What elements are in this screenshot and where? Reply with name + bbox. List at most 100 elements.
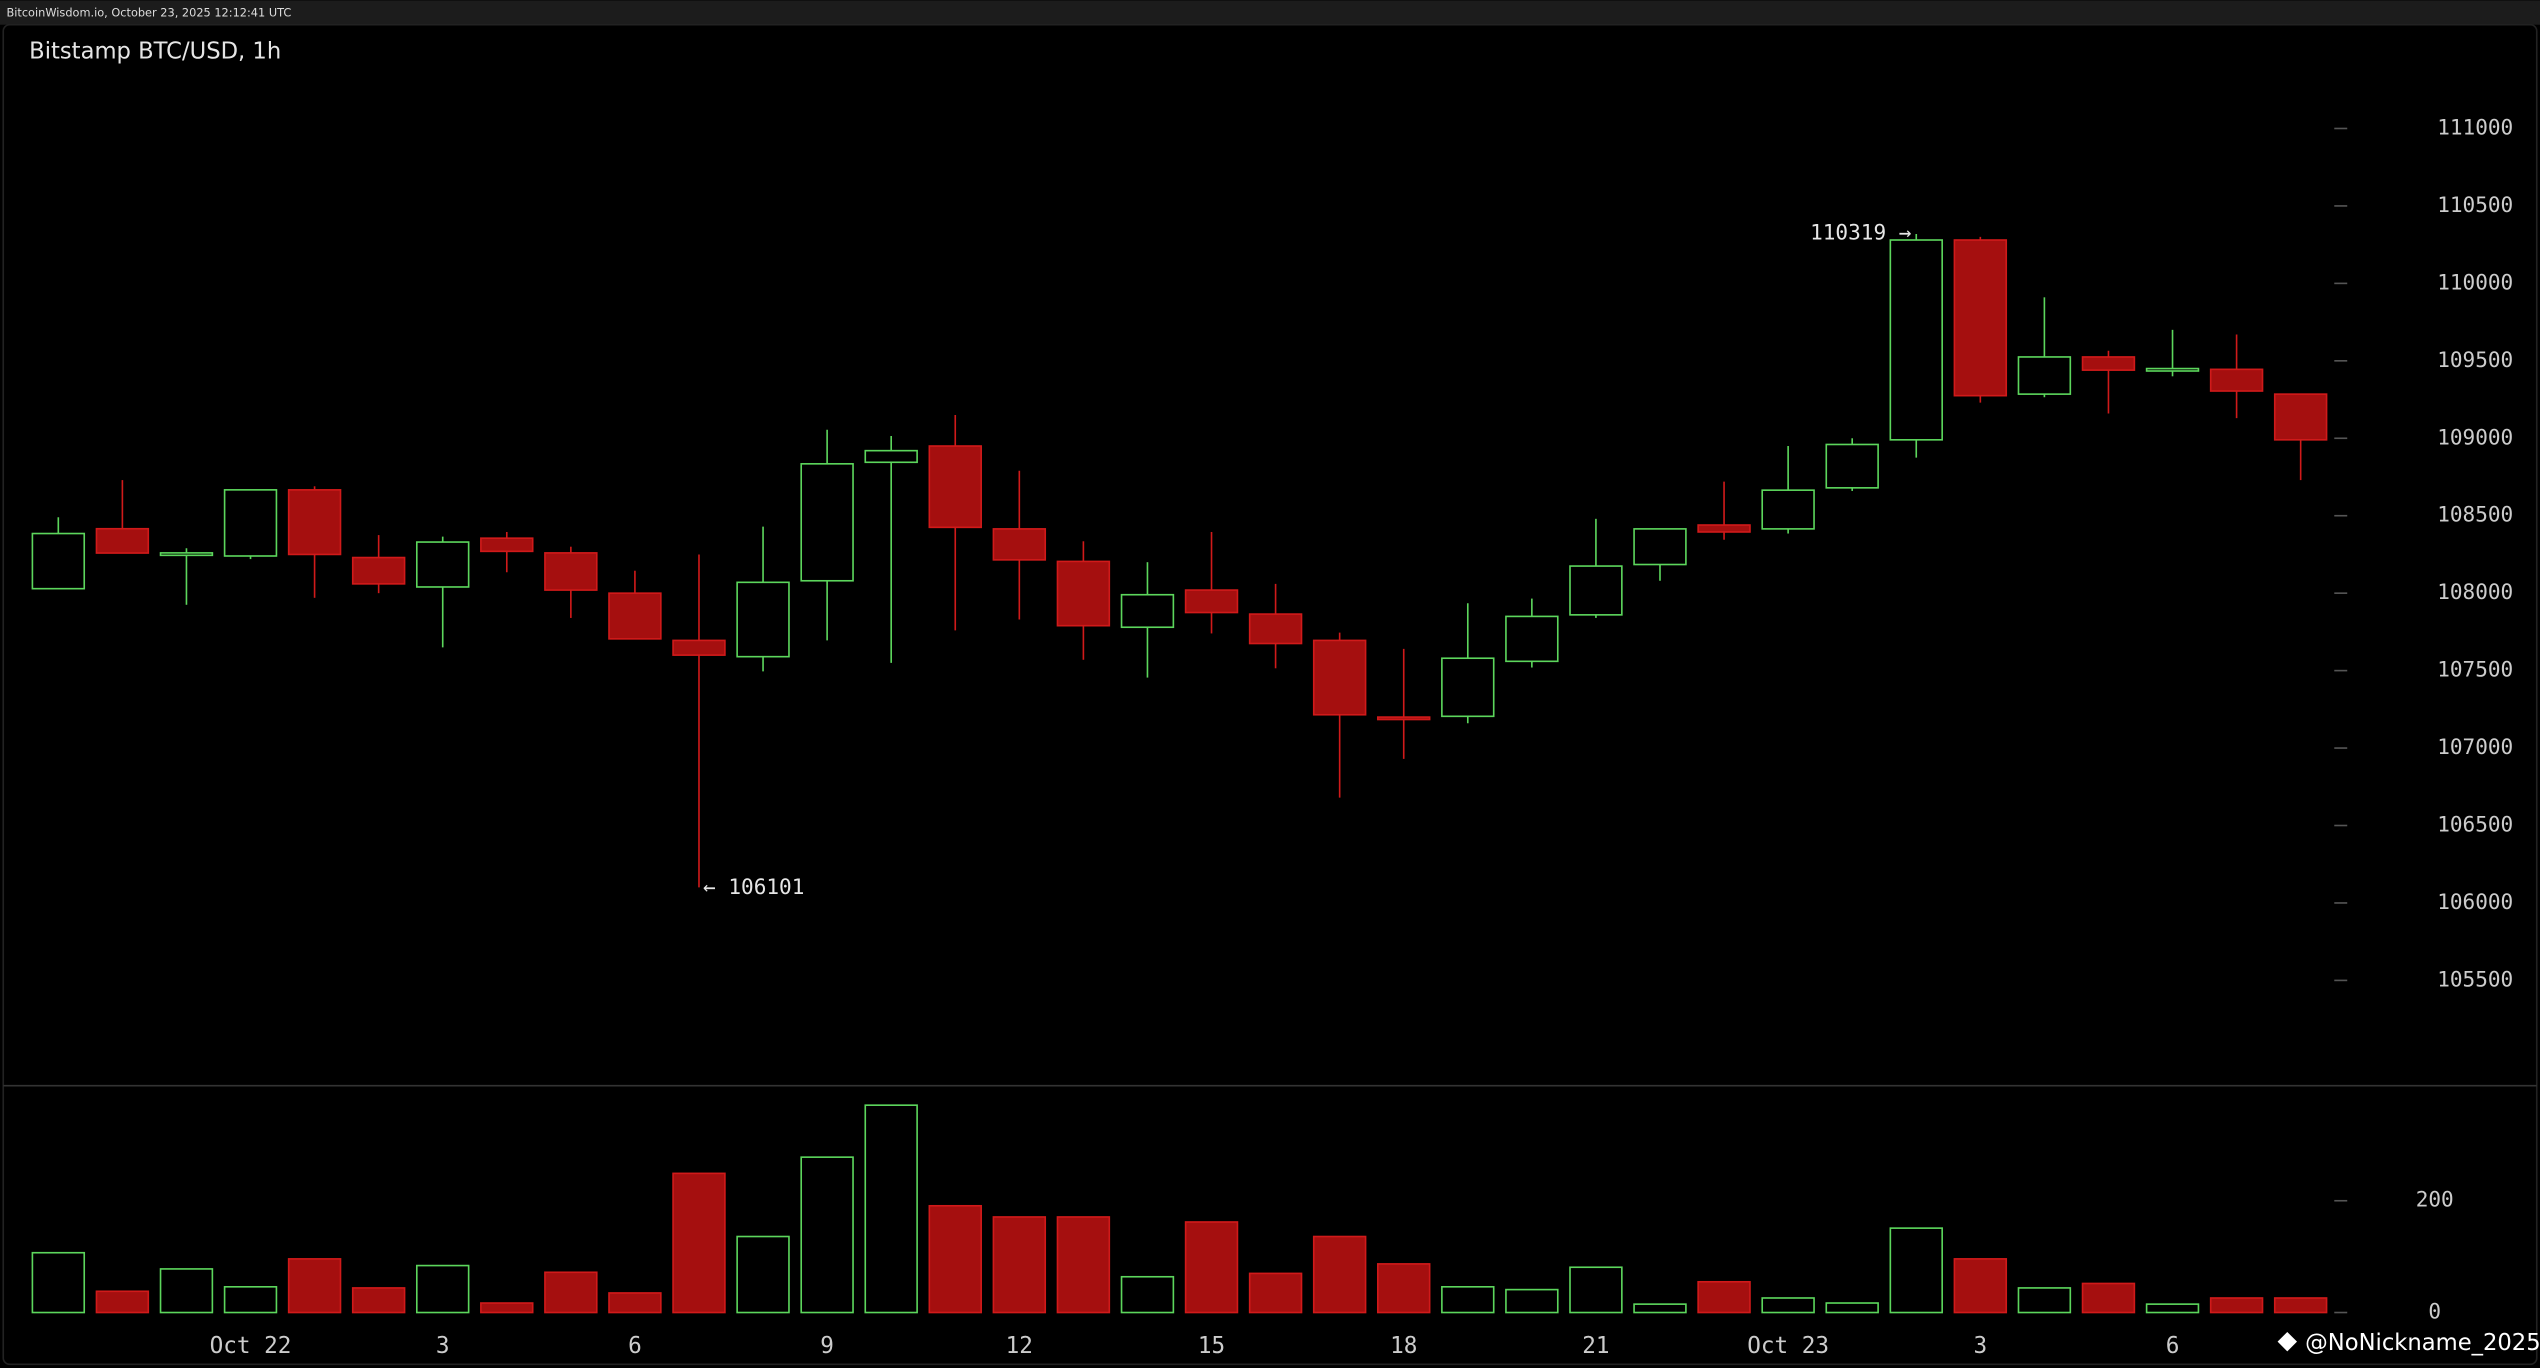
y-tick-label: 108500: [2437, 502, 2513, 527]
volume-bar: [1441, 1286, 1495, 1314]
x-tick-label: 3: [1974, 1333, 1988, 1359]
candle: [351, 535, 406, 594]
candle-body: [1889, 239, 1943, 441]
x-tick-label: 9: [820, 1333, 834, 1359]
candle: [2017, 297, 2072, 398]
x-tick-label: 21: [1582, 1333, 1609, 1359]
candle: [95, 480, 150, 554]
candle-body: [800, 463, 854, 582]
volume-bar: [1056, 1216, 1111, 1314]
volume-bar: [1248, 1272, 1303, 1314]
candle-body: [2081, 356, 2136, 371]
candle: [1120, 562, 1175, 678]
volume-bar: [95, 1290, 150, 1314]
candle: [608, 570, 662, 640]
volume-bar: [351, 1287, 406, 1314]
volume-bar: [736, 1235, 790, 1314]
x-tick-label: 12: [1006, 1333, 1033, 1359]
volume-bar: [1953, 1258, 2008, 1314]
x-tick-label: 18: [1390, 1333, 1417, 1359]
candle-body: [608, 592, 662, 640]
y-tick-label: 0: [2428, 1299, 2441, 1324]
candle: [1184, 531, 1239, 634]
volume-bar: [2145, 1303, 2200, 1314]
panel-border: [2, 23, 2538, 1366]
candle-body: [480, 537, 534, 553]
candle-body: [1761, 489, 1815, 530]
candle: [415, 536, 470, 648]
candle: [800, 429, 854, 641]
candle-body: [415, 541, 470, 588]
candle: [672, 554, 726, 888]
candle: [1761, 446, 1815, 534]
volume-bar: [672, 1172, 726, 1314]
y-tick-label: 105500: [2437, 966, 2513, 991]
candle: [992, 470, 1047, 620]
candle: [2145, 329, 2200, 377]
candle-body: [2145, 367, 2200, 372]
volume-bar: [415, 1264, 470, 1314]
candle-body: [223, 489, 278, 557]
y-tick-label: 111000: [2437, 114, 2513, 139]
y-tick-label: 107000: [2437, 734, 2513, 759]
candle: [1569, 518, 1623, 618]
candle-body: [95, 527, 150, 554]
volume-bar: [608, 1292, 662, 1314]
candle: [544, 546, 598, 618]
candle-body: [2273, 393, 2328, 441]
candle: [736, 526, 790, 672]
volume-bar: [2081, 1282, 2136, 1314]
volume-bar: [31, 1251, 86, 1314]
volume-bar: [1825, 1302, 1879, 1314]
volume-bar: [1569, 1266, 1623, 1314]
y-tick-label: 106000: [2437, 889, 2513, 914]
candle-body: [1633, 528, 1687, 566]
candle: [1633, 528, 1687, 581]
candle-body: [1825, 443, 1879, 489]
candle: [2273, 393, 2328, 481]
candle-body: [1505, 615, 1559, 663]
candle: [223, 489, 278, 560]
volume-bar: [1505, 1288, 1559, 1314]
volume-bar: [800, 1156, 854, 1314]
x-tick-label: 3: [436, 1333, 450, 1359]
candle: [1441, 603, 1495, 724]
candle-body: [1056, 560, 1111, 627]
y-tick-label: 110000: [2437, 269, 2513, 294]
volume-bar: [1312, 1235, 1367, 1314]
candle-body: [992, 528, 1047, 561]
volume-bar: [2209, 1297, 2264, 1314]
candle: [31, 517, 86, 590]
x-tick-label: Oct 22: [210, 1333, 292, 1359]
volume-bar: [1120, 1275, 1175, 1314]
candle: [1889, 233, 1943, 458]
volume-bar: [928, 1204, 982, 1314]
volume-bar: [1184, 1221, 1239, 1314]
candle: [864, 435, 918, 663]
annotation: 110319 →: [1810, 220, 1911, 245]
watermark-text: @NoNickname_2025: [2305, 1330, 2540, 1356]
candle-body: [864, 449, 918, 464]
candle: [1825, 438, 1879, 491]
y-tick-label: 200: [2416, 1187, 2454, 1212]
candle-body: [1376, 716, 1431, 721]
candle: [1505, 598, 1559, 668]
y-tick-label: 109000: [2437, 424, 2513, 449]
y-tick-label: 109500: [2437, 347, 2513, 372]
volume-bar: [159, 1268, 214, 1314]
volume-bar: [2017, 1287, 2072, 1314]
candle-body: [736, 581, 790, 658]
x-tick-label: 6: [2166, 1333, 2180, 1359]
candle-body: [351, 556, 406, 585]
volume-bar: [287, 1258, 342, 1314]
candle-body: [159, 552, 214, 557]
candle: [2081, 350, 2136, 414]
candle: [287, 486, 342, 598]
candle: [928, 415, 982, 631]
candle: [2209, 334, 2264, 419]
volume-bar: [1376, 1263, 1431, 1314]
watermark: @NoNickname_2025: [2277, 1330, 2540, 1356]
volume-bar: [1761, 1297, 1815, 1314]
candle: [480, 531, 534, 573]
